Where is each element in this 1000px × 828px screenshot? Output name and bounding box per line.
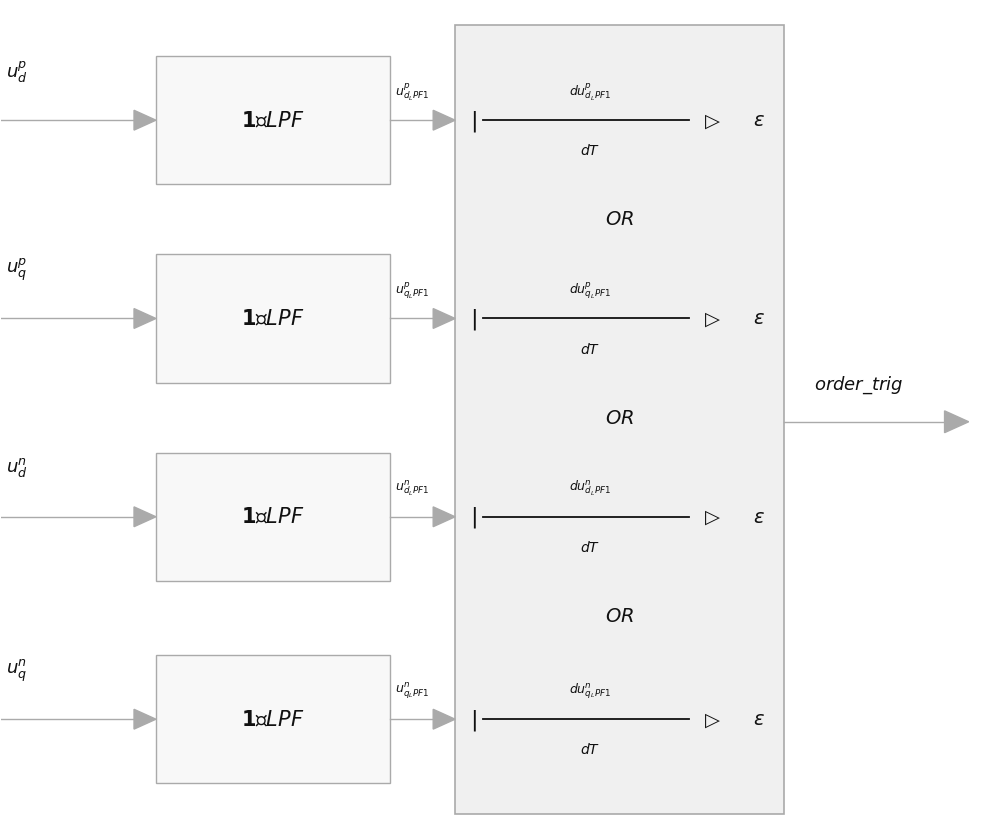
Text: $|$: $|$	[470, 707, 476, 732]
Text: $\boldsymbol{\mathit{du}}_{q_LPF1}^{p}$: $\boldsymbol{\mathit{du}}_{q_LPF1}^{p}$	[569, 280, 611, 301]
Text: $\boldsymbol{\mathit{u}}_{q}^{n}$: $\boldsymbol{\mathit{u}}_{q}^{n}$	[6, 657, 28, 683]
Text: $\boldsymbol{\mathit{u}}_{q_LPF1}^{n}$: $\boldsymbol{\mathit{u}}_{q_LPF1}^{n}$	[395, 681, 430, 700]
Bar	[156, 255, 390, 383]
Text: $\mathbf{1}$阶$\boldsymbol{\mathit{LPF}}$: $\mathbf{1}$阶$\boldsymbol{\mathit{LPF}}$	[241, 507, 305, 527]
Text: $\boldsymbol{\mathit{du}}_{d_LPF1}^{p}$: $\boldsymbol{\mathit{du}}_{d_LPF1}^{p}$	[569, 82, 611, 103]
Polygon shape	[134, 508, 156, 527]
Text: $|$: $|$	[470, 108, 476, 133]
Text: $\boldsymbol{\mathit{u}}_{d_LPF1}^{p}$: $\boldsymbol{\mathit{u}}_{d_LPF1}^{p}$	[395, 82, 430, 103]
Polygon shape	[433, 710, 455, 729]
Text: $\triangleright$: $\triangleright$	[704, 310, 721, 329]
Bar	[156, 453, 390, 581]
Bar	[156, 656, 390, 783]
Text: $|$: $|$	[470, 505, 476, 530]
Text: $\mathbf{1}$阶$\boldsymbol{\mathit{LPF}}$: $\mathbf{1}$阶$\boldsymbol{\mathit{LPF}}$	[241, 309, 305, 329]
Text: $\varepsilon$: $\varepsilon$	[753, 310, 765, 328]
Text: $\boldsymbol{\mathit{u}}_{d_LPF1}^{n}$: $\boldsymbol{\mathit{u}}_{d_LPF1}^{n}$	[395, 479, 430, 498]
Text: $\triangleright$: $\triangleright$	[704, 508, 721, 527]
Text: $\varepsilon$: $\varepsilon$	[753, 508, 765, 526]
Polygon shape	[134, 309, 156, 329]
Text: $\boldsymbol{\mathit{u}}_{q_LPF1}^{p}$: $\boldsymbol{\mathit{u}}_{q_LPF1}^{p}$	[395, 280, 430, 301]
Bar	[455, 26, 784, 814]
Text: $\triangleright$: $\triangleright$	[704, 112, 721, 130]
Text: $\boldsymbol{\mathit{dT}}$: $\boldsymbol{\mathit{dT}}$	[580, 143, 600, 158]
Polygon shape	[433, 111, 455, 131]
Text: $\boldsymbol{\mathit{dT}}$: $\boldsymbol{\mathit{dT}}$	[580, 742, 600, 757]
Polygon shape	[134, 710, 156, 729]
Text: $\varepsilon$: $\varepsilon$	[753, 112, 765, 130]
Text: $\boldsymbol{\mathit{OR}}$: $\boldsymbol{\mathit{OR}}$	[605, 607, 634, 625]
Text: $|$: $|$	[470, 306, 476, 331]
Text: $\boldsymbol{\mathit{dT}}$: $\boldsymbol{\mathit{dT}}$	[580, 341, 600, 356]
Text: $\boldsymbol{\mathit{u}}_{q}^{p}$: $\boldsymbol{\mathit{u}}_{q}^{p}$	[6, 257, 28, 282]
Text: $\boldsymbol{\mathit{dT}}$: $\boldsymbol{\mathit{dT}}$	[580, 539, 600, 555]
Text: $\varepsilon$: $\varepsilon$	[753, 710, 765, 729]
Text: $\boldsymbol{\mathit{OR}}$: $\boldsymbol{\mathit{OR}}$	[605, 211, 634, 229]
Text: $\boldsymbol{\mathit{u}}_{d}^{n}$: $\boldsymbol{\mathit{u}}_{d}^{n}$	[6, 456, 28, 479]
Text: $\triangleright$: $\triangleright$	[704, 710, 721, 729]
Text: $\boldsymbol{\mathit{du}}_{d_LPF1}^{n}$: $\boldsymbol{\mathit{du}}_{d_LPF1}^{n}$	[569, 479, 611, 498]
Text: $\boldsymbol{\mathit{OR}}$: $\boldsymbol{\mathit{OR}}$	[605, 409, 634, 427]
Polygon shape	[433, 309, 455, 329]
Text: $\boldsymbol{\mathit{du}}_{q_LPF1}^{n}$: $\boldsymbol{\mathit{du}}_{q_LPF1}^{n}$	[569, 681, 611, 700]
Text: $\mathbf{1}$阶$\boldsymbol{\mathit{LPF}}$: $\mathbf{1}$阶$\boldsymbol{\mathit{LPF}}$	[241, 710, 305, 729]
Text: $\mathbf{1}$阶$\boldsymbol{\mathit{LPF}}$: $\mathbf{1}$阶$\boldsymbol{\mathit{LPF}}$	[241, 111, 305, 131]
Polygon shape	[433, 508, 455, 527]
Text: $\boldsymbol{\mathit{order\_trig}}$: $\boldsymbol{\mathit{order\_trig}}$	[814, 374, 904, 396]
Polygon shape	[945, 412, 969, 433]
Text: $\boldsymbol{\mathit{u}}_{d}^{p}$: $\boldsymbol{\mathit{u}}_{d}^{p}$	[6, 59, 28, 84]
Bar	[156, 57, 390, 185]
Polygon shape	[134, 111, 156, 131]
